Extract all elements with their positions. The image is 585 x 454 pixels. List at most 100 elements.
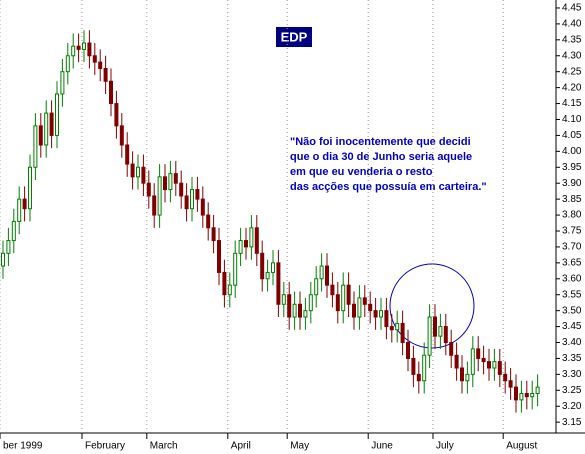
candle-body — [260, 252, 265, 280]
candle-body — [173, 173, 178, 184]
y-tick-label: 3.85 — [562, 194, 582, 205]
candle-body — [146, 182, 151, 197]
y-tick-label: 4.00 — [562, 146, 582, 157]
candle-body — [65, 55, 70, 73]
candle-body — [281, 294, 286, 305]
candle-body — [395, 322, 400, 331]
candle-body — [33, 125, 38, 168]
y-tick-label: 4.25 — [562, 66, 582, 77]
annotation-line: em que eu venderia o resto — [290, 166, 433, 178]
y-tick-label: 4.20 — [562, 82, 582, 93]
candle-body — [114, 103, 119, 127]
y-tick-label: 3.60 — [562, 273, 582, 284]
candle-body — [373, 310, 378, 318]
candle-body — [530, 392, 535, 398]
title-box — [276, 27, 312, 47]
candle-body — [308, 294, 313, 312]
y-tick-label: 3.45 — [562, 321, 582, 332]
annotation-line: das acções que possuía em carteira." — [290, 181, 487, 193]
x-tick-label: May — [290, 441, 309, 452]
candle-body — [508, 380, 513, 388]
x-tick-label: February — [85, 441, 125, 452]
candle-body — [276, 262, 281, 305]
candle-body — [503, 373, 508, 382]
y-tick-label: 3.25 — [562, 385, 582, 396]
candle-body — [6, 240, 11, 254]
candle-body — [195, 189, 200, 200]
y-tick-label: 3.70 — [562, 242, 582, 253]
candle-body — [524, 392, 529, 398]
x-tick-label: March — [150, 441, 178, 452]
candle-body — [454, 354, 459, 369]
candle-body — [357, 297, 362, 318]
candle-body — [443, 326, 448, 344]
candle-body — [341, 284, 346, 312]
candle-body — [55, 93, 59, 136]
highlight-circle — [389, 263, 475, 349]
candle-body — [49, 112, 54, 136]
y-tick-label: 4.10 — [562, 114, 582, 125]
candle-body — [314, 278, 319, 296]
candle-body — [411, 357, 416, 375]
candle-body — [422, 354, 427, 382]
x-tick-label: ber 1999 — [3, 441, 43, 452]
candle-body — [497, 361, 502, 375]
y-tick-label: 3.55 — [562, 289, 582, 300]
candle-body — [206, 214, 211, 229]
candle-body — [44, 112, 49, 146]
candle-body — [416, 373, 421, 382]
candle-body — [427, 316, 432, 356]
candle-body — [265, 271, 270, 280]
candle-body — [449, 342, 454, 356]
candle-body — [87, 42, 92, 57]
y-tick-label: 3.40 — [562, 337, 582, 348]
candle-body — [76, 45, 81, 50]
candle-body — [271, 262, 275, 273]
x-tick-label: June — [371, 441, 393, 452]
y-tick-label: 3.30 — [562, 369, 582, 380]
candle-body — [481, 357, 486, 363]
candle-body — [287, 294, 292, 318]
candle-body — [254, 227, 259, 254]
y-tick-label: 3.50 — [562, 305, 582, 316]
candle-body — [125, 144, 130, 165]
y-tick-label: 3.80 — [562, 210, 582, 221]
x-tick-label: July — [436, 441, 454, 452]
candle-body — [514, 386, 518, 401]
candle-body — [389, 326, 394, 331]
candle-body — [433, 316, 437, 337]
candle-body — [11, 220, 16, 242]
y-tick-label: 4.30 — [562, 50, 582, 61]
candle-body — [438, 326, 443, 337]
candle-body — [179, 182, 184, 197]
candle-body — [152, 195, 157, 216]
candle-body — [92, 55, 97, 63]
candle-body — [319, 265, 324, 280]
candle-body — [141, 166, 146, 184]
y-tick-label: 4.45 — [562, 3, 582, 14]
candle-body — [233, 252, 238, 286]
candle-body — [60, 71, 65, 95]
candle-body — [400, 322, 405, 344]
candle-body — [303, 310, 308, 318]
y-tick-label: 3.35 — [562, 353, 582, 364]
y-tick-label: 4.40 — [562, 19, 582, 30]
candle-body — [168, 173, 173, 191]
candle-body — [465, 373, 470, 382]
candle-body — [103, 68, 108, 82]
candle-body — [335, 294, 340, 312]
candle-body — [222, 271, 227, 296]
candle-body — [330, 284, 335, 296]
annotation: "Não foi inocentemente que decidi que o d… — [290, 136, 487, 193]
y-tick-label: 4.15 — [562, 98, 582, 109]
candle-body — [227, 284, 232, 296]
candle-body — [384, 310, 389, 328]
y-tick-label: 3.95 — [562, 162, 582, 173]
candle-body — [460, 367, 464, 382]
chart-title: EDP — [281, 29, 308, 44]
candle-body — [346, 284, 351, 305]
candle-body — [406, 342, 410, 359]
annotation-line: "Não foi inocentemente que decidi — [290, 136, 471, 148]
y-tick-label: 4.35 — [562, 34, 582, 45]
